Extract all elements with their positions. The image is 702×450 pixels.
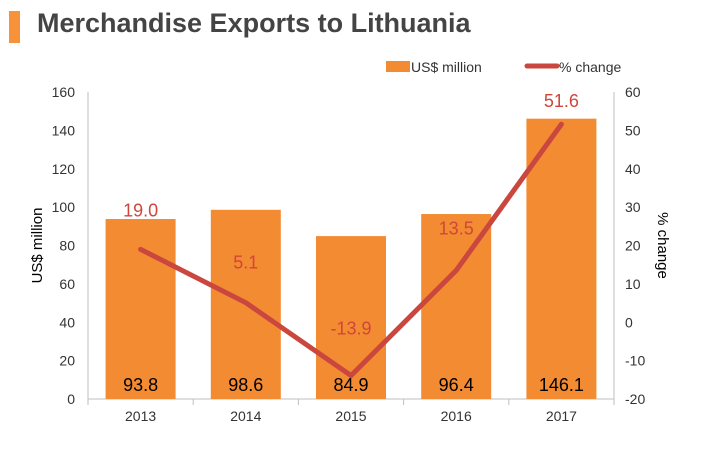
pct-change-label: 51.6 [544,91,579,111]
bar-value-label: 146.1 [539,375,584,395]
y2-tick-label: 20 [625,238,641,254]
x-tick-label: 2016 [441,408,472,424]
bar-value-label: 84.9 [333,375,368,395]
y2-axis-title: % change [654,212,671,279]
pct-change-label: 19.0 [123,200,158,220]
x-tick-label: 2013 [125,408,156,424]
y-tick-label: 60 [59,276,75,292]
bar [316,236,386,399]
y2-tick-label: 60 [625,84,641,100]
y-tick-label: 140 [52,122,76,138]
pct-change-label: -13.9 [330,319,371,339]
x-tick-label: 2015 [335,408,366,424]
y2-tick-label: 50 [625,122,641,138]
x-tick-label: 2014 [230,408,261,424]
bar-value-label: 98.6 [228,375,263,395]
y2-tick-label: 0 [625,314,633,330]
y2-tick-label: 10 [625,276,641,292]
y-tick-label: 120 [52,161,76,177]
bar [421,214,492,399]
bar [105,219,176,399]
y-tick-label: 0 [67,391,75,407]
y-tick-label: 160 [52,84,76,100]
x-tick-label: 2017 [546,408,577,424]
chart-title: Merchandise Exports to Lithuania [37,8,471,38]
y-tick-label: 100 [52,199,76,215]
bar-value-label: 93.8 [123,375,158,395]
pct-change-label: 5.1 [233,253,258,273]
y2-tick-label: -10 [625,353,645,369]
y2-tick-label: 30 [625,199,641,215]
title-accent-bar [9,11,20,43]
pct-change-label: 13.5 [439,218,474,238]
y-tick-label: 40 [59,314,75,330]
y-tick-label: 20 [59,353,75,369]
y-axis-title: US$ million [29,208,46,284]
bar-value-label: 96.4 [439,375,474,395]
legend-label-line: % change [559,59,621,75]
legend-swatch-bars [386,61,410,72]
bar [526,118,597,399]
y2-tick-label: -20 [625,391,645,407]
y-tick-label: 80 [59,238,75,254]
legend-label-bars: US$ million [411,59,482,75]
y2-tick-label: 40 [625,161,641,177]
